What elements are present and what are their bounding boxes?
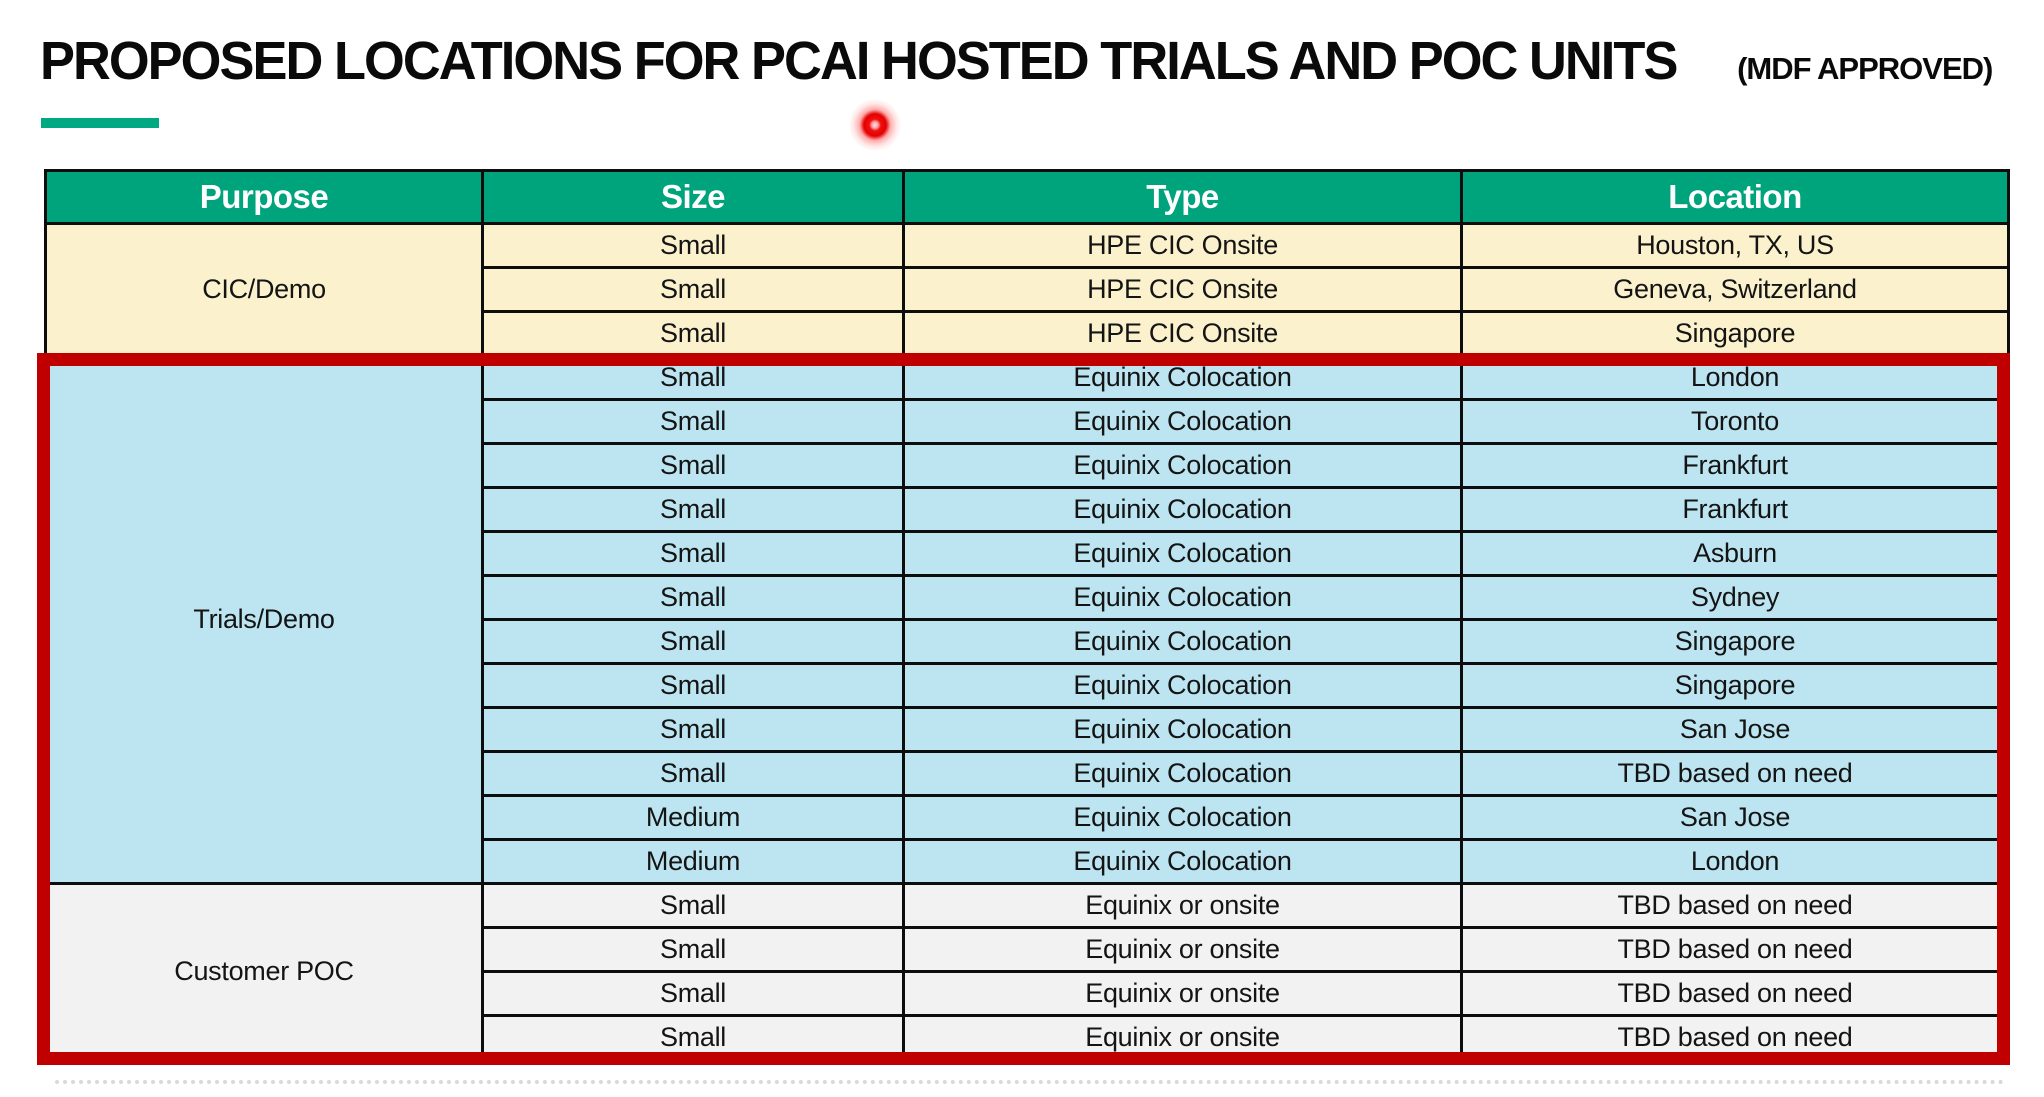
table-row: Small Equinix Colocation Frankfurt [46, 442, 2010, 489]
type-cell: Equinix Colocation [902, 486, 1463, 533]
size-cell: Small [481, 354, 905, 401]
table-row: CIC/Demo Small HPE CIC Onsite Houston, T… [44, 222, 2010, 357]
type-cell: HPE CIC Onsite [902, 310, 1463, 357]
size-cell: Small [481, 1014, 905, 1061]
type-cell: Equinix Colocation [902, 354, 1463, 401]
location-cell: TBD based on need [1460, 970, 2010, 1017]
size-cell: Medium [481, 794, 905, 841]
table-row: Customer POC Small Equinix or onsite TBD… [44, 882, 2010, 1061]
column-header-size: Size [481, 169, 905, 225]
page-title: PROPOSED LOCATIONS FOR PCAI HOSTED TRIAL… [40, 30, 1993, 92]
table-row: Small HPE CIC Onsite Geneva, Switzerland [46, 266, 2010, 313]
type-cell: HPE CIC Onsite [902, 266, 1463, 313]
column-header-location: Location [1460, 169, 2010, 225]
title-accent-bar [41, 118, 159, 128]
page-title-suffix: (MDF APPROVED) [1737, 51, 1993, 86]
size-cell: Small [481, 530, 905, 577]
size-cell: Small [481, 266, 905, 313]
size-cell: Small [481, 618, 905, 665]
table-row: Small Equinix Colocation San Jose [46, 706, 2010, 753]
type-cell: Equinix Colocation [902, 442, 1463, 489]
locations-table-container: Purpose Size Type Location CIC/Demo Smal… [44, 169, 2010, 1061]
location-cell: TBD based on need [1460, 1014, 2010, 1061]
type-cell: Equinix Colocation [902, 750, 1463, 797]
location-cell: TBD based on need [1460, 882, 2010, 929]
location-cell: TBD based on need [1460, 926, 2010, 973]
size-cell: Small [481, 970, 905, 1017]
size-cell: Small [481, 398, 905, 445]
locations-table: Purpose Size Type Location CIC/Demo Smal… [44, 169, 2010, 1061]
type-cell: Equinix Colocation [902, 706, 1463, 753]
location-cell: Frankfurt [1460, 442, 2010, 489]
size-cell: Small [481, 882, 905, 929]
location-cell: Singapore [1460, 618, 2010, 665]
location-cell: Houston, TX, US [1460, 222, 2010, 269]
location-cell: Toronto [1460, 398, 2010, 445]
table-header-row: Purpose Size Type Location [44, 169, 2010, 225]
location-cell: Singapore [1460, 662, 2010, 709]
purpose-group-cic-demo: CIC/Demo [44, 222, 484, 357]
type-cell: Equinix Colocation [902, 794, 1463, 841]
type-cell: Equinix Colocation [902, 574, 1463, 621]
location-cell: Asburn [1460, 530, 2010, 577]
table-row: Small Equinix Colocation Frankfurt [46, 486, 2010, 533]
type-cell: Equinix or onsite [902, 970, 1463, 1017]
column-header-purpose: Purpose [44, 169, 484, 225]
size-cell: Small [481, 926, 905, 973]
table-row: Small Equinix Colocation Singapore [46, 618, 2010, 665]
column-header-type: Type [902, 169, 1463, 225]
location-cell: Geneva, Switzerland [1460, 266, 2010, 313]
type-cell: Equinix Colocation [902, 838, 1463, 885]
size-cell: Small [481, 442, 905, 489]
size-cell: Small [481, 662, 905, 709]
table-row: Medium Equinix Colocation San Jose [46, 794, 2010, 841]
purpose-group-trials-demo: Trials/Demo [44, 354, 484, 885]
laser-pointer-dot [849, 99, 901, 151]
table-row: Small Equinix Colocation Toronto [46, 398, 2010, 445]
size-cell: Small [481, 222, 905, 269]
type-cell: Equinix Colocation [902, 530, 1463, 577]
location-cell: London [1460, 838, 2010, 885]
table-row: Medium Equinix Colocation London [46, 838, 2010, 885]
location-cell: San Jose [1460, 706, 2010, 753]
table-row: Small Equinix or onsite TBD based on nee… [46, 926, 2010, 973]
bottom-dotted-line [55, 1080, 2005, 1084]
size-cell: Small [481, 706, 905, 753]
table-row: Trials/Demo Small Equinix Colocation Lon… [44, 354, 2010, 885]
table-row: Small Equinix Colocation Sydney [46, 574, 2010, 621]
type-cell: HPE CIC Onsite [902, 222, 1463, 269]
page-title-text: PROPOSED LOCATIONS FOR PCAI HOSTED TRIAL… [40, 31, 1678, 91]
size-cell: Small [481, 574, 905, 621]
table-row: Small Equinix Colocation Singapore [46, 662, 2010, 709]
size-cell: Small [481, 486, 905, 533]
type-cell: Equinix or onsite [902, 926, 1463, 973]
table-row: Small Equinix Colocation TBD based on ne… [46, 750, 2010, 797]
type-cell: Equinix or onsite [902, 1014, 1463, 1061]
type-cell: Equinix Colocation [902, 662, 1463, 709]
location-cell: Sydney [1460, 574, 2010, 621]
location-cell: TBD based on need [1460, 750, 2010, 797]
location-cell: San Jose [1460, 794, 2010, 841]
type-cell: Equinix Colocation [902, 398, 1463, 445]
location-cell: London [1460, 354, 2010, 401]
location-cell: Frankfurt [1460, 486, 2010, 533]
type-cell: Equinix or onsite [902, 882, 1463, 929]
table-row: Small HPE CIC Onsite Singapore [46, 310, 2010, 357]
size-cell: Small [481, 310, 905, 357]
location-cell: Singapore [1460, 310, 2010, 357]
type-cell: Equinix Colocation [902, 618, 1463, 665]
table-row: Small Equinix Colocation Asburn [46, 530, 2010, 577]
table-row: Small Equinix or onsite TBD based on nee… [46, 970, 2010, 1017]
size-cell: Small [481, 750, 905, 797]
size-cell: Medium [481, 838, 905, 885]
purpose-group-customer-poc: Customer POC [44, 882, 484, 1061]
